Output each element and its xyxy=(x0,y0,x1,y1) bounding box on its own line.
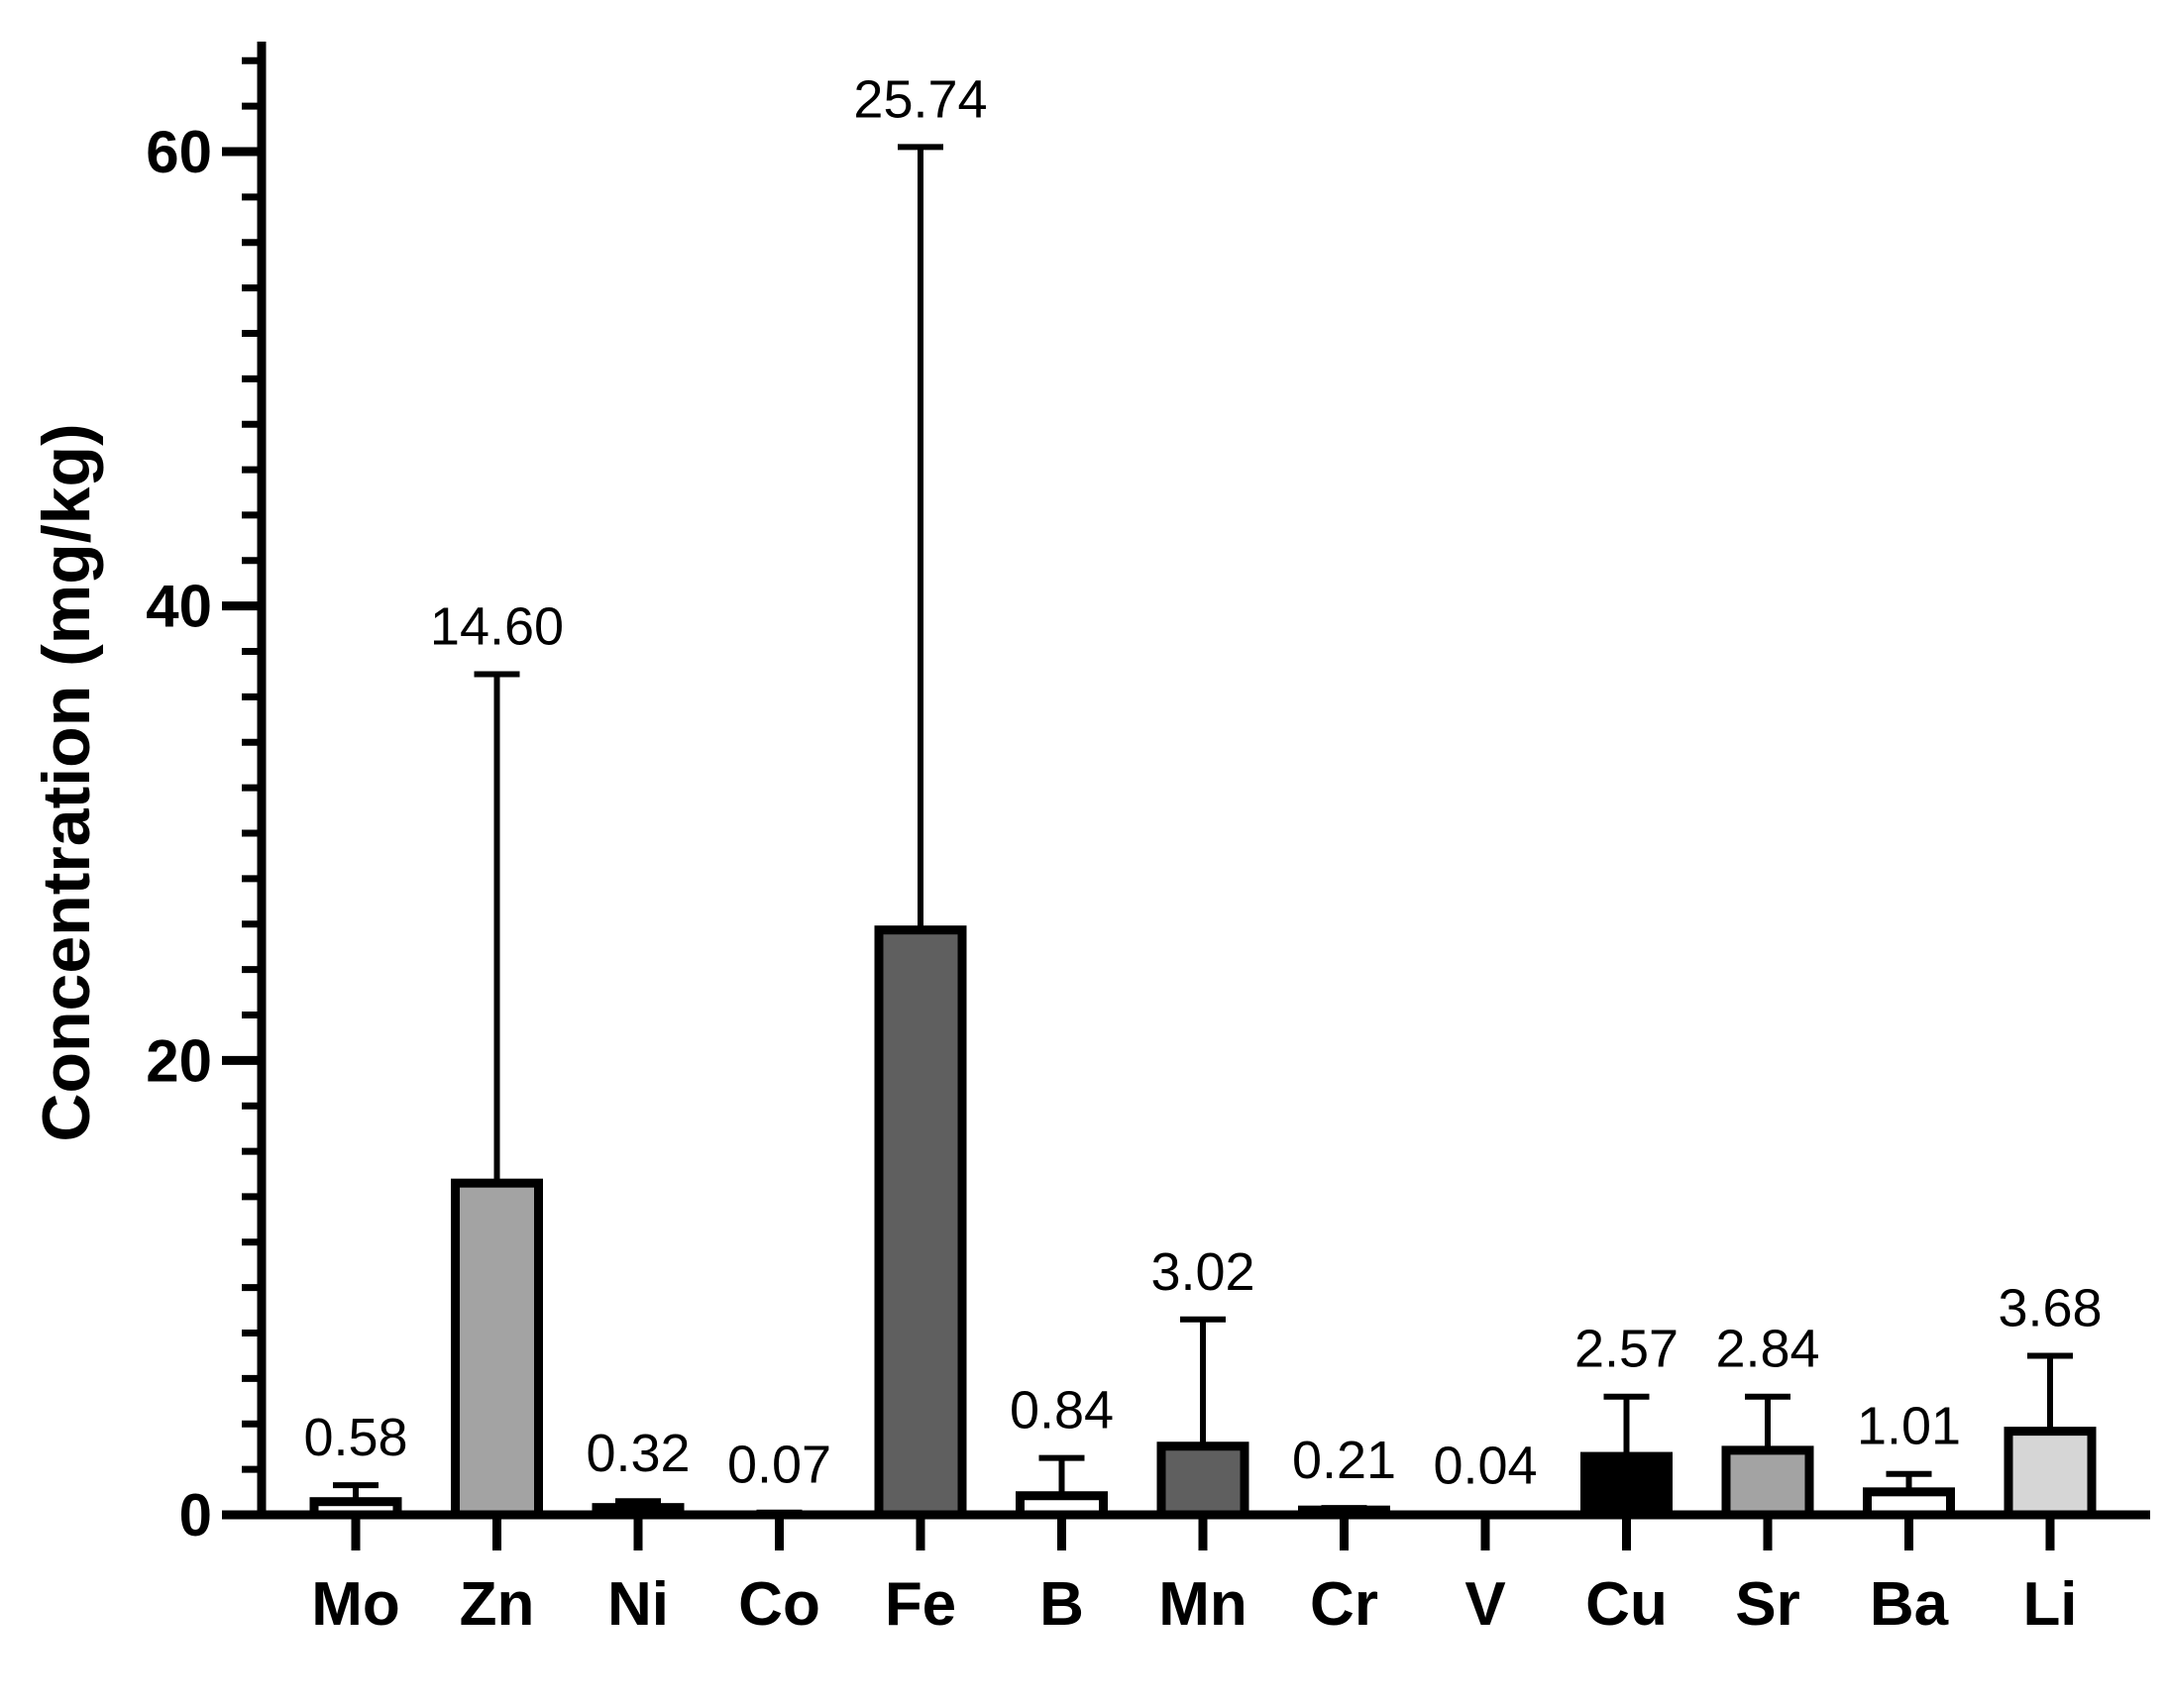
x-tick-label-v: V xyxy=(1464,1570,1505,1639)
data-label-cr: 0.21 xyxy=(1292,1431,1396,1490)
y-tick-label-60: 60 xyxy=(146,119,212,185)
bar-cu xyxy=(1580,1451,1673,1520)
data-label-v: 0.04 xyxy=(1433,1437,1537,1496)
axes-group xyxy=(222,42,2150,1550)
y-axis-title: Concentration (mg/kg) xyxy=(29,423,104,1141)
error-bars-group xyxy=(333,144,2073,1517)
bar-mn xyxy=(1156,1441,1249,1520)
x-tick-label-ba: Ba xyxy=(1870,1570,1949,1639)
x-tick-label-li: Li xyxy=(2022,1570,2077,1639)
data-label-ba: 1.01 xyxy=(1857,1397,1961,1456)
bar-zn xyxy=(451,1178,543,1520)
x-tick-label-cu: Cu xyxy=(1585,1570,1668,1639)
x-tick-label-mn: Mn xyxy=(1158,1570,1247,1639)
bar-fe xyxy=(874,925,967,1520)
bar-li xyxy=(2004,1427,2097,1520)
x-tick-label-mo: Mo xyxy=(311,1570,400,1639)
x-tick-label-co: Co xyxy=(738,1570,820,1639)
data-label-cu: 2.57 xyxy=(1574,1320,1679,1379)
data-label-co: 0.07 xyxy=(727,1436,831,1495)
data-label-li: 3.68 xyxy=(1998,1278,2102,1337)
data-label-ni: 0.32 xyxy=(586,1424,690,1483)
data-label-sr: 2.84 xyxy=(1715,1320,1819,1379)
x-tick-label-sr: Sr xyxy=(1735,1570,1799,1639)
y-tick-label-20: 20 xyxy=(146,1027,212,1094)
labels-group: Mo 0.58 Zn 14.60 Ni 0.32 Co 0.07 Fe 25.74 B 0.84 Mn 3… xyxy=(146,69,2102,1639)
data-label-b: 0.84 xyxy=(1010,1381,1114,1441)
x-tick-label-cr: Cr xyxy=(1310,1570,1378,1639)
x-tick-label-b: B xyxy=(1039,1570,1084,1639)
data-label-fe: 25.74 xyxy=(853,69,987,129)
y-tick-label-40: 40 xyxy=(146,574,212,640)
bar-sr xyxy=(1721,1445,1814,1520)
x-tick-label-ni: Ni xyxy=(607,1570,669,1639)
data-label-mo: 0.58 xyxy=(303,1408,407,1467)
data-label-zn: 14.60 xyxy=(430,596,564,656)
data-label-mn: 3.02 xyxy=(1150,1242,1254,1302)
x-tick-label-zn: Zn xyxy=(460,1570,535,1639)
y-tick-label-0: 0 xyxy=(179,1482,212,1548)
x-tick-label-fe: Fe xyxy=(885,1570,956,1639)
